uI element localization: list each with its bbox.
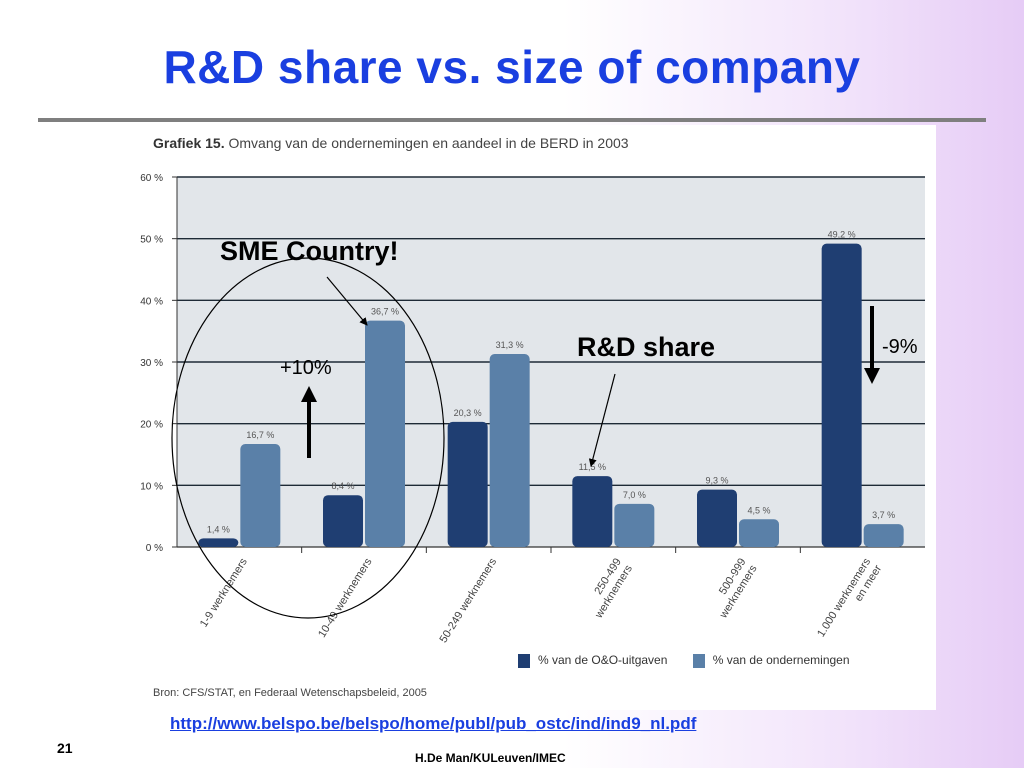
bar xyxy=(739,519,779,547)
figure-caption-text: Omvang van de ondernemingen en aandeel i… xyxy=(228,135,629,151)
data-label: 11,5 % xyxy=(579,462,606,472)
x-category-text: 50-249 werknemers xyxy=(438,556,500,645)
data-label: 31,3 % xyxy=(496,340,524,350)
legend-swatch-series1 xyxy=(518,654,530,669)
bar xyxy=(614,503,655,547)
slide-title: R&D share vs. size of company xyxy=(163,41,861,93)
data-label: 49,2 % xyxy=(828,230,856,240)
figure-caption: Grafiek 15. Omvang van de ondernemingen … xyxy=(153,135,629,151)
legend-label-series1: % van de O&O-uitgaven xyxy=(538,653,668,668)
sme-country-annotation: SME Country! xyxy=(220,236,399,266)
bar xyxy=(323,495,363,547)
bar xyxy=(572,476,613,547)
x-category-label: 50-249 werknemers xyxy=(438,556,500,645)
x-category-text: 1.000 werknemersen meer xyxy=(815,556,884,645)
plus-10-annotation: +10% xyxy=(280,357,332,379)
data-label: 36,7 % xyxy=(371,307,399,317)
x-category-line: 1-9 werknemers xyxy=(198,556,250,630)
x-category-line: 50-249 werknemers xyxy=(438,556,500,645)
source-link[interactable]: http://www.belspo.be/belspo/home/publ/pu… xyxy=(170,714,697,733)
legend-swatch-series2 xyxy=(692,654,705,669)
chart-legend: % van de O&O-uitgaven % van de ondernemi… xyxy=(518,653,872,669)
legend-item-series2: % van de ondernemingen xyxy=(692,653,850,669)
x-category-label: 1-9 werknemers xyxy=(198,556,250,630)
figure-label: Grafiek 15. xyxy=(153,135,225,151)
x-category-label: 250-499werknemers xyxy=(581,556,635,621)
legend-label-series2: % van de ondernemingen xyxy=(712,653,850,668)
rd-share-annotation: R&D share xyxy=(577,332,716,362)
x-category-line: 10-49 werknemers xyxy=(316,556,375,640)
x-category-text: 10-49 werknemers xyxy=(316,556,375,640)
data-label: 20,3 % xyxy=(454,408,482,418)
bar xyxy=(240,444,281,547)
page-number: 21 xyxy=(57,740,73,756)
title-divider xyxy=(38,118,986,122)
x-category-text: 500-999werknemers xyxy=(706,556,760,621)
x-category-label: 10-49 werknemers xyxy=(316,556,375,640)
y-tick-label: 20 % xyxy=(140,420,163,431)
bar xyxy=(365,320,405,547)
bar-chart: 0 % 10 % 20 % 30 % 40 % 50 % 60 % 1,4 % 16,7 % 1-… xyxy=(140,173,925,645)
y-tick-label: 40 % xyxy=(140,296,163,307)
data-label: 7,0 % xyxy=(623,490,646,500)
bar xyxy=(697,489,737,547)
bar xyxy=(198,538,239,547)
x-category-label: 1.000 werknemersen meer xyxy=(815,556,884,645)
bar xyxy=(447,421,488,547)
bar xyxy=(863,524,904,547)
bar xyxy=(821,243,862,547)
y-tick-label: 60 % xyxy=(140,173,163,184)
figure-source: Bron: CFS/STAT, en Federaal Wetenschapsb… xyxy=(153,687,427,699)
x-category-label: 500-999werknemers xyxy=(706,556,760,621)
x-category-text: 1-9 werknemers xyxy=(198,556,250,630)
legend-item-series1: % van de O&O-uitgaven xyxy=(518,653,668,669)
data-label: 3,7 % xyxy=(872,510,895,520)
y-tick-label: 30 % xyxy=(140,358,163,369)
bar xyxy=(489,353,530,547)
data-label: 8,4 % xyxy=(331,481,354,491)
minus-9-annotation: -9% xyxy=(882,336,918,358)
author-footer: H.De Man/KULeuven/IMEC xyxy=(415,751,566,765)
chart-figure: Grafiek 15. Omvang van de ondernemingen … xyxy=(125,125,936,710)
data-label: 4,5 % xyxy=(747,505,770,515)
data-label: 1,4 % xyxy=(207,524,230,534)
data-label: 9,3 % xyxy=(705,476,728,486)
y-tick-label: 10 % xyxy=(140,481,163,492)
data-label: 16,7 % xyxy=(246,430,274,440)
x-category-text: 250-499werknemers xyxy=(581,556,635,621)
y-tick-label: 0 % xyxy=(146,543,163,554)
y-tick-label: 50 % xyxy=(140,235,163,246)
